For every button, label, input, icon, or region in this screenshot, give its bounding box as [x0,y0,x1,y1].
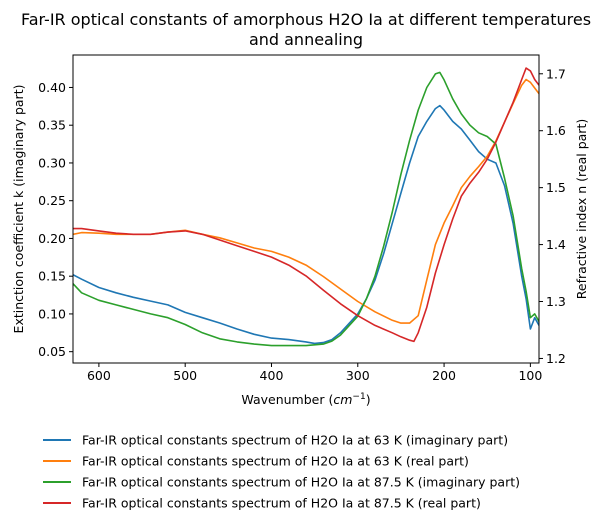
legend-label: Far-IR optical constants spectrum of H2O… [82,496,481,511]
y-right-tick-label: 1.3 [546,294,566,309]
y-right-tick-label: 1.7 [546,66,566,81]
x-axis: 600 500 400 300 200 100 [87,363,542,383]
x-axis-label: Wavenumber (cm−1) [241,392,370,407]
series-line-4 [73,67,539,343]
y-axis-left: 0.05 0.10 0.15 0.20 0.25 0.30 0.35 0.40 [38,80,73,359]
x-tick-label: 400 [260,368,284,383]
x-tick-label: 300 [346,368,370,383]
x-tick-label: 600 [87,368,111,383]
y-left-tick-label: 0.35 [38,118,66,133]
chart-title-line-2: and annealing [249,30,363,49]
legend: Far-IR optical constants spectrum of H2O… [43,433,520,511]
y-axis-left-label: Extinction coefficient k (imaginary part… [11,85,26,334]
y-right-tick-label: 1.2 [546,351,566,366]
x-tick-label: 100 [518,368,542,383]
series-line-2 [73,78,539,324]
series-line-1 [73,104,539,345]
chart-title-line-1: Far-IR optical constants of amorphous H2… [21,10,591,29]
y-left-tick-label: 0.30 [38,155,66,170]
y-left-tick-label: 0.20 [38,231,66,246]
y-left-tick-label: 0.40 [38,80,66,95]
x-tick-label: 500 [173,368,197,383]
y-left-tick-label: 0.05 [38,344,66,359]
series-layer [73,67,539,347]
y-left-tick-label: 0.15 [38,269,66,284]
legend-label: Far-IR optical constants spectrum of H2O… [82,433,508,448]
y-right-tick-label: 1.6 [546,123,566,138]
legend-label: Far-IR optical constants spectrum of H2O… [82,454,469,469]
y-axis-right: 1.2 1.3 1.4 1.5 1.6 1.7 [539,66,566,366]
y-axis-right-label: Refractive index n (real part) [574,119,589,299]
y-right-tick-label: 1.4 [546,237,566,252]
series-line-3 [73,71,539,347]
plot-frame [72,54,540,364]
y-left-tick-label: 0.25 [38,193,66,208]
x-tick-label: 200 [432,368,456,383]
legend-label: Far-IR optical constants spectrum of H2O… [82,475,520,490]
y-left-tick-label: 0.10 [38,306,66,321]
y-right-tick-label: 1.5 [546,180,566,195]
